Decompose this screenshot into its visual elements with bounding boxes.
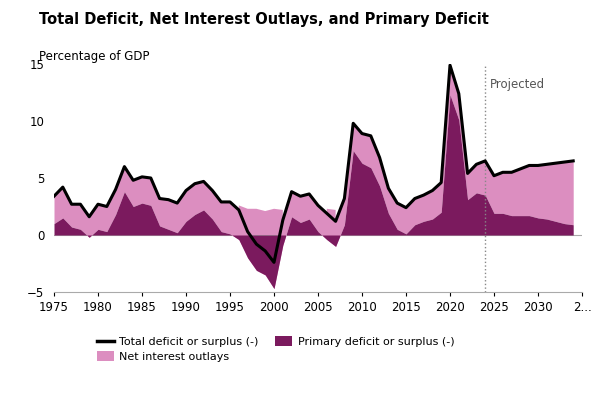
- Text: Percentage of GDP: Percentage of GDP: [39, 50, 149, 63]
- Legend: Total deficit or surplus (-), Net interest outlays, Primary deficit or surplus (: Total deficit or surplus (-), Net intere…: [93, 332, 459, 367]
- Text: Total Deficit, Net Interest Outlays, and Primary Deficit: Total Deficit, Net Interest Outlays, and…: [39, 12, 489, 27]
- Text: Projected: Projected: [490, 78, 545, 91]
